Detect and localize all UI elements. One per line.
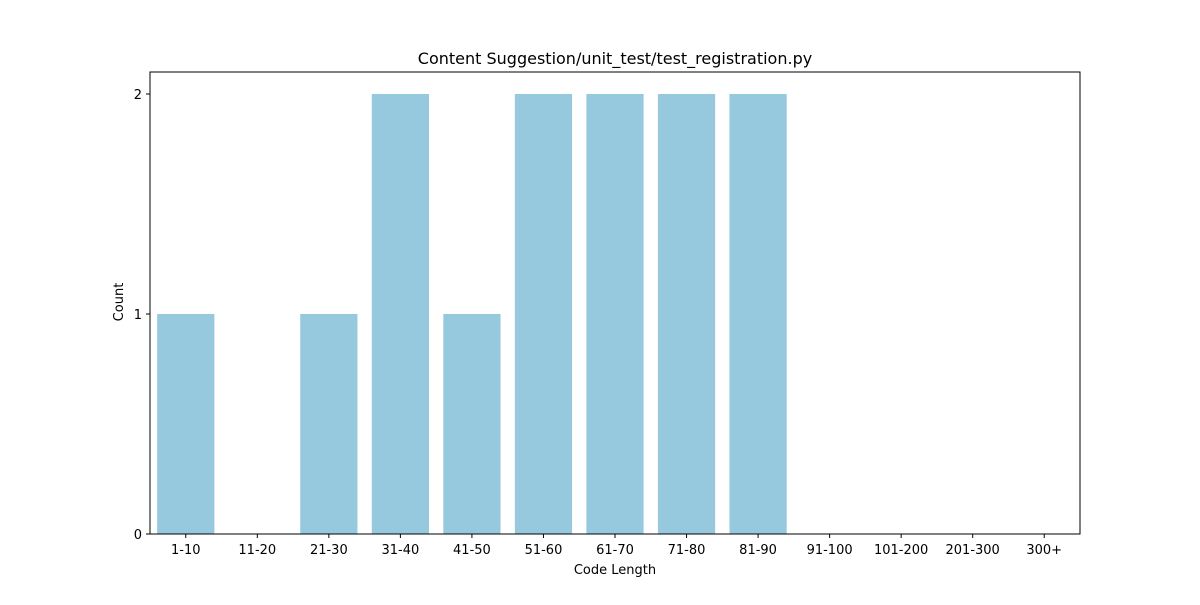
- y-axis-label: Count: [112, 283, 127, 322]
- y-tick-label: 1: [134, 308, 142, 323]
- x-tick-label: 81-90: [739, 543, 777, 558]
- bar-71-80: [657, 94, 716, 534]
- x-tick-label: 101-200: [874, 543, 928, 558]
- bar-51-60: [514, 94, 573, 534]
- x-tick-label: 41-50: [453, 543, 491, 558]
- x-ticks-group: 1-10 11-20 21-30 31-40 41-50 51-60 61-70 71-80 8…: [171, 534, 1062, 558]
- x-tick-label: 61-70: [596, 543, 634, 558]
- y-ticks-group: 0 1 2: [134, 88, 150, 543]
- bars-group: [157, 94, 787, 534]
- x-tick-label: 300+: [1026, 543, 1062, 558]
- x-tick-label: 201-300: [946, 543, 1000, 558]
- bar-21-30: [300, 314, 358, 534]
- x-axis-label: Code Length: [574, 563, 656, 578]
- bar-61-70: [586, 94, 644, 534]
- x-tick-label: 71-80: [668, 543, 706, 558]
- bar-81-90: [729, 94, 787, 534]
- y-tick-label: 0: [134, 528, 142, 543]
- x-tick-label: 51-60: [525, 543, 563, 558]
- x-tick-label: 31-40: [381, 543, 419, 558]
- bar-41-50: [443, 314, 501, 534]
- x-tick-label: 11-20: [238, 543, 276, 558]
- bar-31-40: [371, 94, 429, 534]
- x-tick-label: 21-30: [310, 543, 348, 558]
- x-tick-label: 1-10: [171, 543, 201, 558]
- plot-frame: [149, 71, 1081, 535]
- y-tick-label: 2: [134, 88, 142, 103]
- bar-1-10: [157, 314, 215, 534]
- chart-title: Content Suggestion/unit_test/test_regist…: [418, 49, 812, 69]
- x-tick-label: 91-100: [807, 543, 853, 558]
